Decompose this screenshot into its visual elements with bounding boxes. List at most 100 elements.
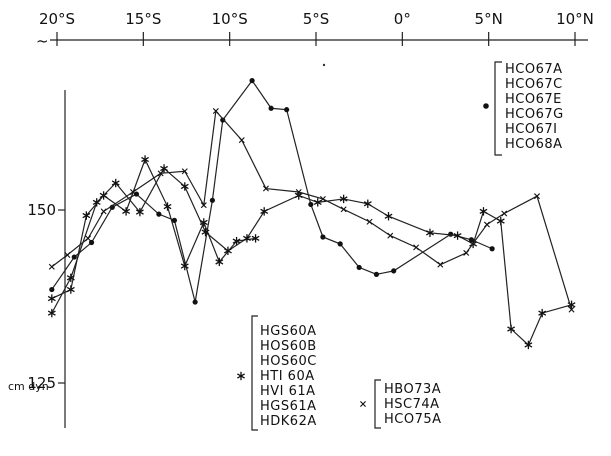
data-point-dot	[489, 246, 495, 252]
data-point-cross	[413, 244, 420, 251]
data-point-asterisk	[180, 261, 189, 271]
y-tick-label: 125	[27, 374, 56, 392]
legend-asterisk-item-5: HVI 61A	[260, 384, 316, 399]
legend-dot-item-5: HCO67I	[505, 122, 557, 137]
data-point-asterisk	[479, 207, 488, 216]
x-tick-label: 5°N	[475, 10, 503, 28]
data-point-asterisk	[122, 207, 131, 216]
data-point-dot	[171, 217, 178, 223]
legend-asterisk-marker	[237, 371, 245, 381]
legend-dot-item-1: HCO67A	[505, 62, 563, 77]
series-line-4	[51, 109, 573, 310]
stray-dot	[322, 63, 326, 67]
data-point-cross	[200, 202, 207, 209]
data-point-asterisk	[538, 308, 547, 318]
y-tick-label: 150	[27, 201, 56, 219]
data-point-asterisk	[201, 227, 210, 237]
legend-dot-item-2: HCO67C	[505, 77, 563, 92]
data-point-cross	[157, 170, 164, 177]
data-point-dot	[308, 201, 314, 208]
data-point-cross	[319, 195, 326, 202]
legend-cross-item-3: HCO75A	[384, 412, 442, 427]
data-point-cross	[463, 249, 470, 256]
data-point-asterisk	[251, 234, 260, 243]
data-point-dot	[220, 117, 226, 123]
legend-asterisk-item-3: HOS60C	[260, 354, 317, 369]
legend-asterisk-item-7: HDK62A	[260, 414, 317, 429]
data-point-cross	[366, 218, 373, 225]
data-point-cross	[64, 251, 71, 258]
legend-cross-item-1: HBO73A	[384, 382, 441, 397]
data-point-cross	[181, 168, 188, 175]
data-point-cross	[212, 108, 219, 115]
data-point-dot	[71, 254, 77, 260]
data-point-asterisk	[260, 207, 269, 216]
legend-asterisk-symbol	[237, 371, 245, 381]
data-point-dot	[268, 105, 274, 111]
x-tick-label: 0°	[394, 10, 411, 28]
data-point-asterisk	[232, 236, 241, 246]
x-tick-label: 5°S	[303, 10, 330, 28]
data-point-cross	[534, 193, 541, 200]
data-point-dot	[133, 191, 140, 197]
series-line-1	[51, 79, 493, 303]
data-point-asterisk	[47, 308, 56, 318]
data-point-asterisk	[135, 207, 144, 217]
data-point-asterisk	[339, 194, 348, 204]
data-point-asterisk	[111, 178, 120, 188]
data-point-dot	[249, 77, 255, 84]
axis-break-mark: ~	[36, 32, 49, 50]
data-point-cross	[340, 206, 347, 213]
x-tick-label: 15°S	[125, 10, 161, 28]
legend-asterisk: HGS60A HOS60B HOS60C HTI 60A HVI 61A HGS…	[237, 315, 317, 431]
data-point-asterisk	[141, 155, 150, 164]
data-point-dot	[356, 264, 362, 271]
data-point-dot	[337, 241, 343, 247]
data-point-asterisk	[66, 273, 75, 283]
x-tick-label: 10°N	[556, 10, 594, 28]
data-point-asterisk	[82, 211, 91, 220]
data-point-asterisk	[242, 234, 251, 243]
data-point-cross	[295, 189, 302, 195]
data-point-dot	[209, 197, 215, 203]
legend-asterisk-item-6: HGS61A	[260, 399, 317, 414]
x-tick-label: 10°S	[212, 10, 248, 28]
data-point-cross	[129, 189, 136, 195]
series-group	[47, 63, 576, 350]
data-point-asterisk	[92, 198, 101, 207]
data-point-asterisk	[160, 164, 169, 173]
data-point-asterisk	[66, 285, 75, 294]
data-point-asterisk	[163, 202, 172, 211]
data-point-dot	[49, 286, 55, 293]
legend-cross: HBO73A HSC74A HCO75A	[360, 379, 442, 429]
series-line-2	[51, 157, 256, 300]
legend-cross-symbol	[360, 401, 366, 407]
data-point-asterisk	[453, 231, 462, 240]
data-point-asterisk	[215, 257, 224, 267]
legend-dot-marker	[483, 103, 489, 109]
data-point-asterisk	[425, 228, 434, 238]
data-point-asterisk	[496, 216, 505, 226]
legend-asterisk-item-1: HGS60A	[260, 324, 317, 339]
y-axis-ticks: 150 125	[27, 201, 65, 392]
legend-asterisk-item-4: HTI 60A	[260, 369, 315, 384]
legend-cross-item-2: HSC74A	[384, 397, 440, 412]
legend-dot-item-6: HCO68A	[505, 137, 563, 152]
data-point-asterisk	[47, 294, 56, 303]
data-point-cross	[262, 185, 269, 192]
x-tick-label: 20°S	[39, 10, 75, 28]
data-point-asterisk	[223, 246, 232, 256]
data-point-dot	[156, 211, 162, 217]
data-point-cross	[85, 235, 92, 242]
data-point-dot	[391, 268, 397, 274]
data-point-cross	[437, 261, 444, 268]
legend-dot: HCO67A HCO67C HCO67E HCO67G HCO67I HCO68…	[483, 61, 563, 156]
legend-asterisk-item-2: HOS60B	[260, 339, 317, 354]
data-point-asterisk	[384, 212, 393, 221]
data-point-cross	[100, 208, 107, 215]
legend-dot-item-3: HCO67E	[505, 92, 562, 107]
y-unit-label: cm dyn	[8, 380, 49, 393]
data-point-dot	[284, 107, 290, 113]
data-point-asterisk	[363, 199, 372, 208]
